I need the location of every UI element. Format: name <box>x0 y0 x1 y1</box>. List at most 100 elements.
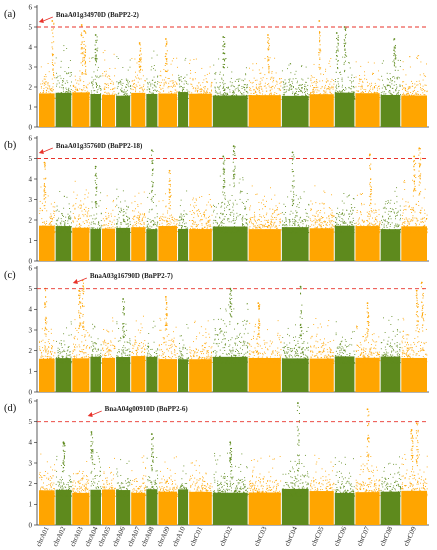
snp-point <box>356 232 357 233</box>
snp-point <box>180 216 181 217</box>
snp-point <box>162 223 163 224</box>
snp-point <box>101 220 102 221</box>
snp-point <box>332 217 333 218</box>
snp-point <box>315 221 316 222</box>
snp-point <box>173 232 174 233</box>
snp-point <box>68 217 69 218</box>
snp-point <box>269 209 270 210</box>
snp-point <box>291 99 292 100</box>
snp-point <box>218 59 219 60</box>
snp-point <box>145 80 146 81</box>
snp-point <box>278 99 279 100</box>
snp-point <box>319 98 320 99</box>
snp-point <box>269 45 270 46</box>
y-tick-label: 5 <box>29 23 33 31</box>
snp-point <box>151 58 152 59</box>
snp-point <box>390 79 391 80</box>
snp-point <box>362 193 363 194</box>
snp-point <box>340 93 341 94</box>
snp-point <box>96 54 97 55</box>
peak-top-point <box>51 20 53 22</box>
snp-point <box>407 93 408 94</box>
snp-point <box>224 89 225 90</box>
snp-point <box>166 41 167 42</box>
snp-point <box>171 93 172 94</box>
snp-point <box>208 225 209 226</box>
snp-point <box>46 226 47 227</box>
snp-point <box>149 212 150 213</box>
snp-point <box>173 86 174 87</box>
snp-point <box>81 34 82 35</box>
snp-point <box>340 95 341 96</box>
snp-point <box>60 67 61 68</box>
snp-point <box>60 224 61 225</box>
snp-point <box>365 98 366 99</box>
snp-point <box>294 223 295 224</box>
snp-point <box>353 218 354 219</box>
snp-point <box>132 225 133 226</box>
snp-point <box>264 86 265 87</box>
snp-point <box>154 232 155 233</box>
snp-point <box>397 226 398 227</box>
snp-point <box>324 87 325 88</box>
snp-point <box>396 94 397 95</box>
snp-point <box>400 218 401 219</box>
snp-point <box>426 99 427 100</box>
snp-point <box>77 221 78 222</box>
snp-point <box>304 84 305 85</box>
snp-point <box>189 92 190 93</box>
snp-point <box>356 94 357 95</box>
snp-point <box>379 97 380 98</box>
snp-point <box>277 84 278 85</box>
snp-point <box>117 230 118 231</box>
snp-point <box>142 232 143 233</box>
snp-point <box>335 230 336 231</box>
snp-point <box>298 87 299 88</box>
snp-point <box>118 196 119 197</box>
snp-point <box>89 94 90 95</box>
snp-point <box>42 222 43 223</box>
snp-point <box>394 232 395 233</box>
snp-point <box>207 82 208 83</box>
snp-point <box>199 93 200 94</box>
snp-point <box>160 231 161 232</box>
snp-point <box>126 216 127 217</box>
snp-point <box>115 227 116 228</box>
snp-point <box>241 93 242 94</box>
snp-point <box>349 63 350 64</box>
snp-point <box>91 228 92 229</box>
snp-point <box>366 232 367 233</box>
snp-point <box>178 232 179 233</box>
snp-point <box>202 225 203 226</box>
snp-point <box>249 89 250 90</box>
snp-point <box>391 93 392 94</box>
snp-point <box>395 70 396 71</box>
snp-point <box>212 229 213 230</box>
snp-point <box>370 91 371 92</box>
snp-point <box>219 74 220 75</box>
snp-point <box>175 99 176 100</box>
snp-point <box>121 209 122 210</box>
snp-point <box>301 65 302 66</box>
peak <box>344 26 347 72</box>
snp-point <box>221 231 222 232</box>
snp-point <box>320 67 321 68</box>
snp-point <box>410 67 411 68</box>
snp-point <box>200 91 201 92</box>
snp-point <box>233 98 234 99</box>
snp-point <box>193 99 194 100</box>
snp-point <box>68 67 69 68</box>
snp-point <box>257 98 258 99</box>
snp-point <box>81 99 82 100</box>
snp-point <box>68 99 69 100</box>
snp-point <box>151 66 152 67</box>
snp-point <box>127 224 128 225</box>
snp-point <box>318 219 319 220</box>
snp-point <box>348 92 349 93</box>
snp-point <box>268 227 269 228</box>
snp-point <box>230 200 231 201</box>
snp-point <box>49 223 50 224</box>
snp-point <box>367 221 368 222</box>
snp-point <box>80 227 81 228</box>
snp-point <box>67 91 68 92</box>
